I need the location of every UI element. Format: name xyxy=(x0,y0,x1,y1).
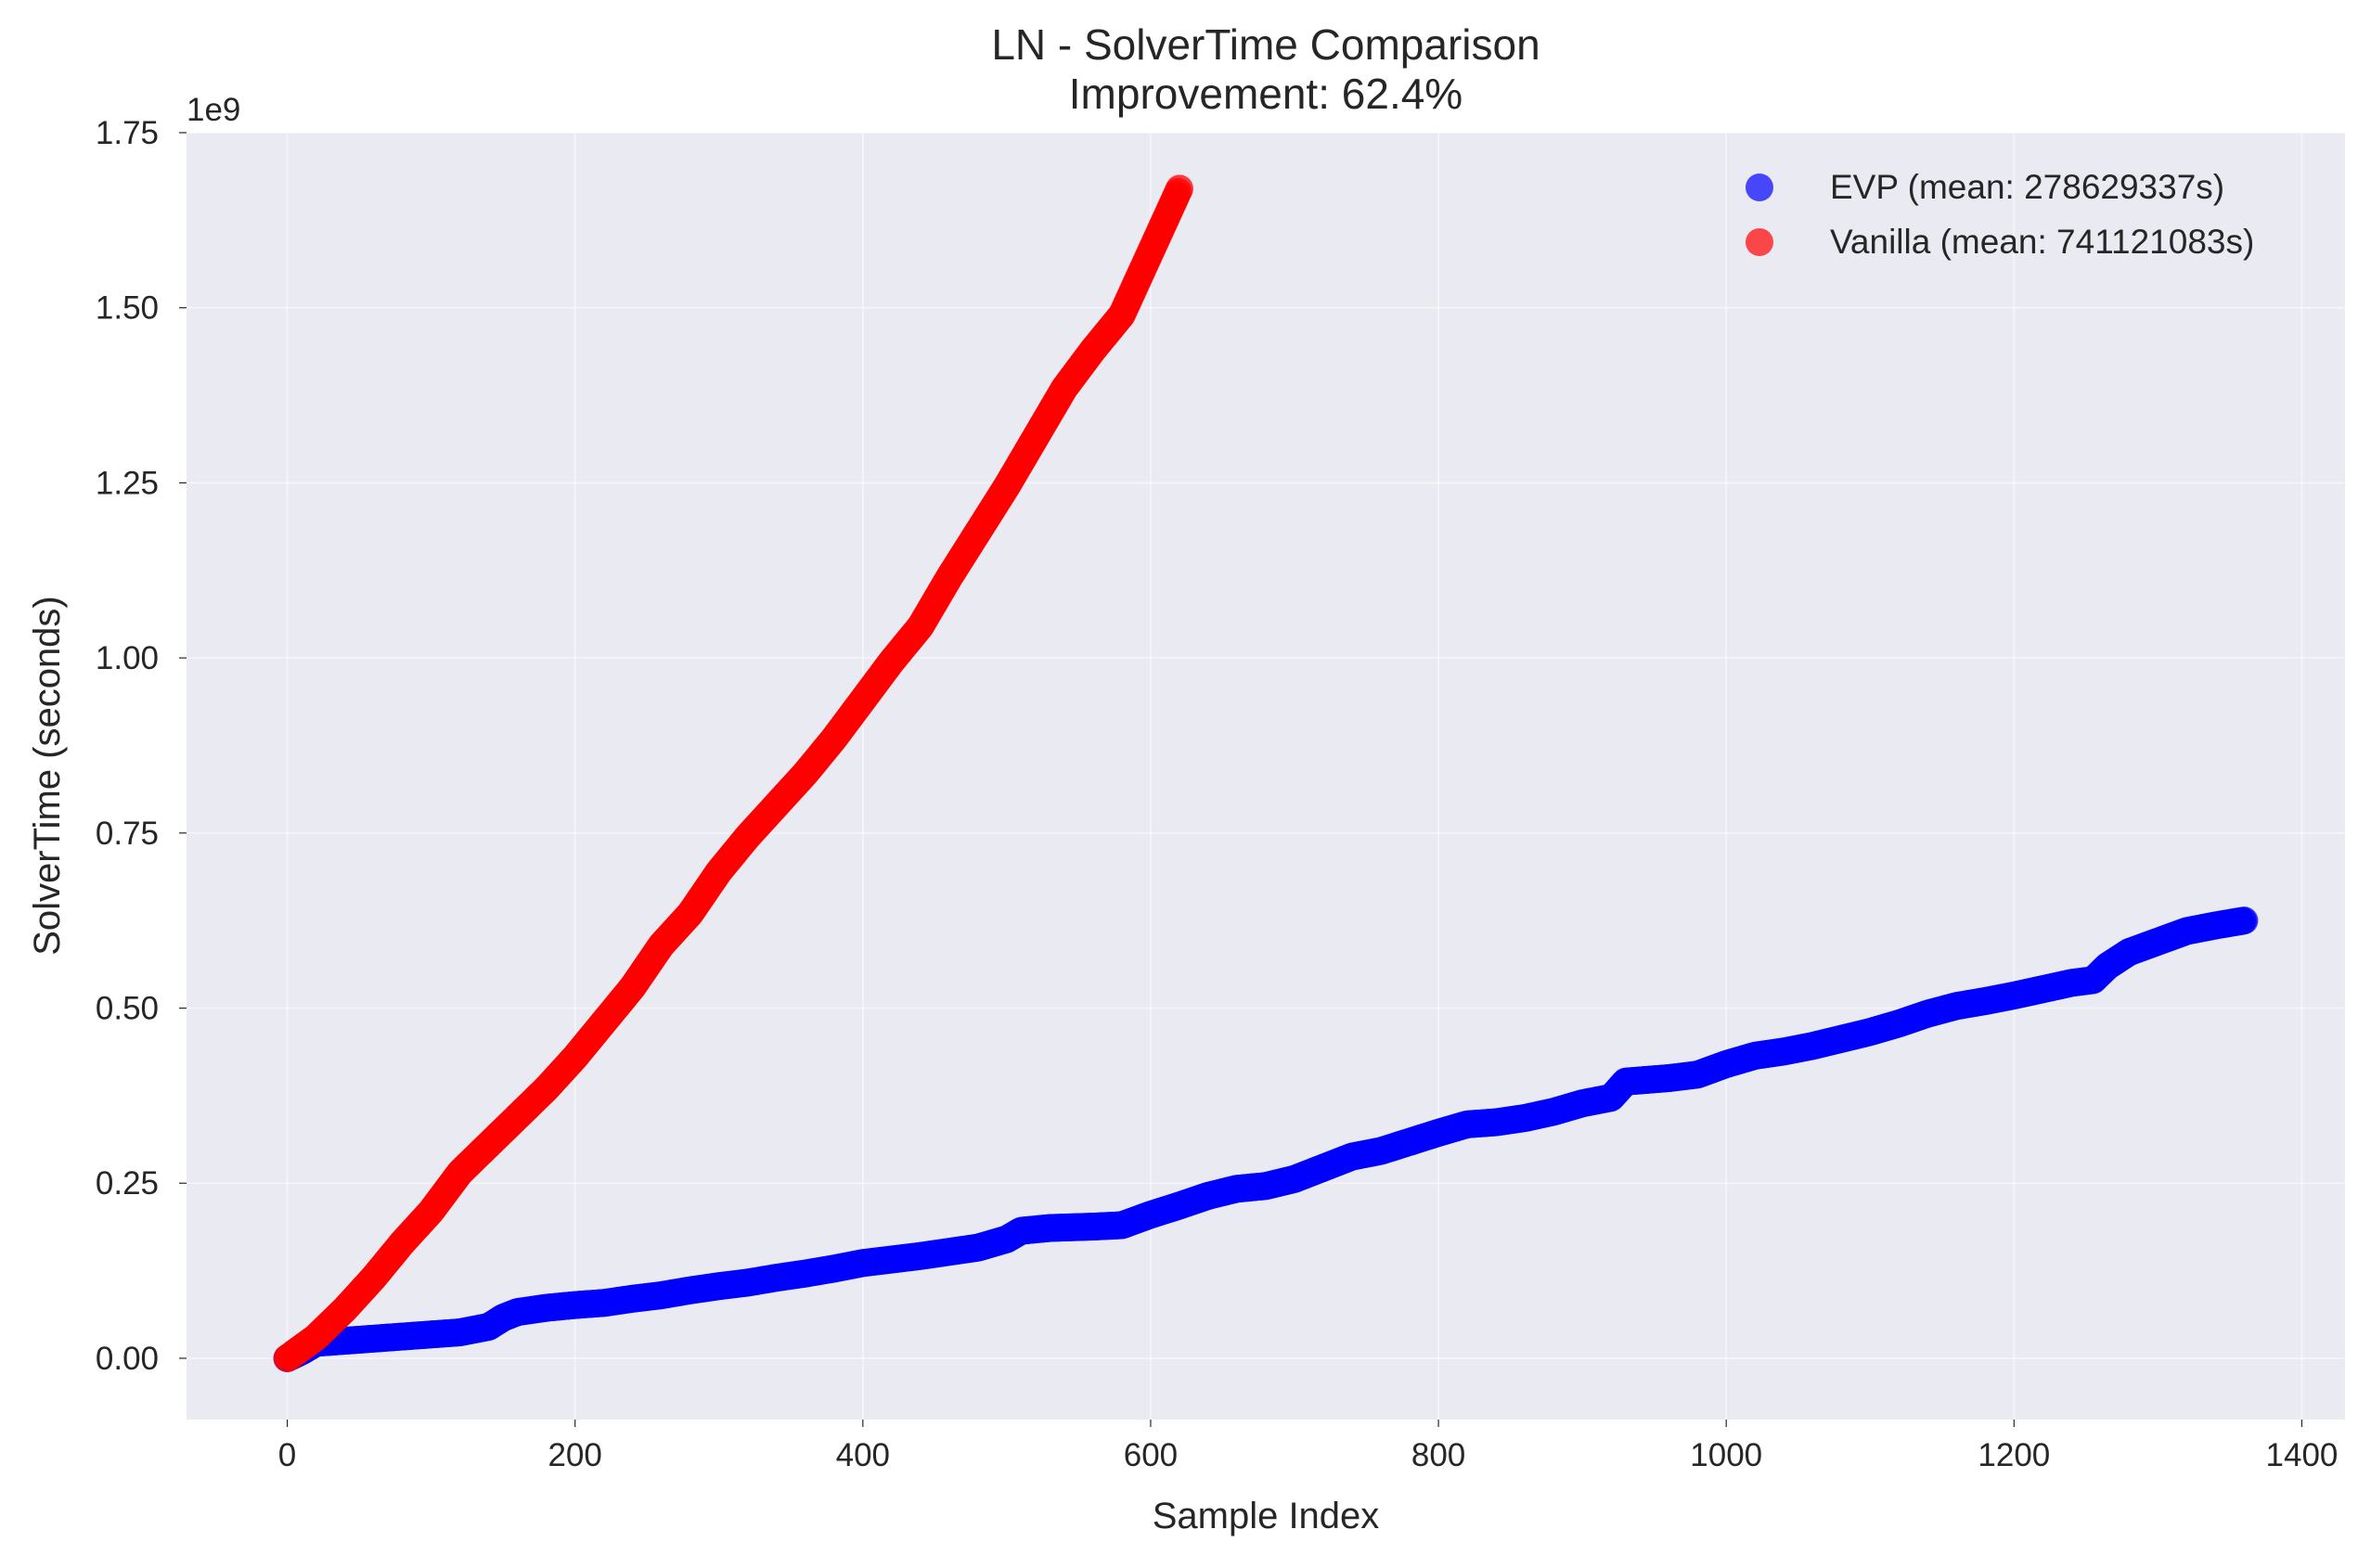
x-axis-ticks: 0 200 400 600 800 1000 1200 1400 xyxy=(278,1420,2339,1473)
y-offset-label: 1e9 xyxy=(187,92,240,128)
chart-subtitle: Improvement: 62.4% xyxy=(1069,70,1463,118)
x-tick-label: 200 xyxy=(548,1437,601,1473)
series-vanilla xyxy=(273,174,1193,1372)
x-tick-label: 0 xyxy=(278,1437,296,1473)
legend-label-evp: EVP (mean: 278629337s) xyxy=(1830,168,2224,206)
y-axis-label: SolverTime (seconds) xyxy=(27,596,68,956)
x-tick-label: 1200 xyxy=(1978,1437,2050,1473)
data-series-layer xyxy=(273,174,2259,1372)
legend-label-vanilla: Vanilla (mean: 741121083s) xyxy=(1830,223,2254,261)
y-tick-label: 1.75 xyxy=(96,115,159,151)
grid-lines xyxy=(187,132,2345,1420)
x-tick-label: 800 xyxy=(1411,1437,1465,1473)
y-tick-label: 0.00 xyxy=(96,1341,159,1377)
x-tick-label: 400 xyxy=(836,1437,890,1473)
legend-marker-vanilla xyxy=(1746,228,1773,256)
x-axis-label: Sample Index xyxy=(1153,1496,1380,1536)
x-tick-label: 1400 xyxy=(2266,1437,2339,1473)
series-evp xyxy=(273,906,2259,1372)
x-tick-label: 600 xyxy=(1124,1437,1178,1473)
legend: EVP (mean: 278629337s) Vanilla (mean: 74… xyxy=(1746,168,2254,261)
legend-marker-evp xyxy=(1746,174,1773,201)
y-tick-label: 0.25 xyxy=(96,1165,159,1202)
plot-area xyxy=(187,133,2345,1420)
y-tick-label: 1.00 xyxy=(96,640,159,676)
y-tick-label: 1.50 xyxy=(96,290,159,327)
y-tick-label: 0.50 xyxy=(96,991,159,1027)
y-tick-label: 0.75 xyxy=(96,816,159,852)
y-axis-ticks: 0.00 0.25 0.50 0.75 1.00 1.25 1.50 1.75 xyxy=(96,115,187,1377)
data-point xyxy=(1165,174,1193,203)
chart-title: LN - SolverTime Comparison xyxy=(991,20,1540,69)
data-point xyxy=(2230,906,2259,935)
y-tick-label: 1.25 xyxy=(96,465,159,501)
x-tick-label: 1000 xyxy=(1690,1437,1762,1473)
